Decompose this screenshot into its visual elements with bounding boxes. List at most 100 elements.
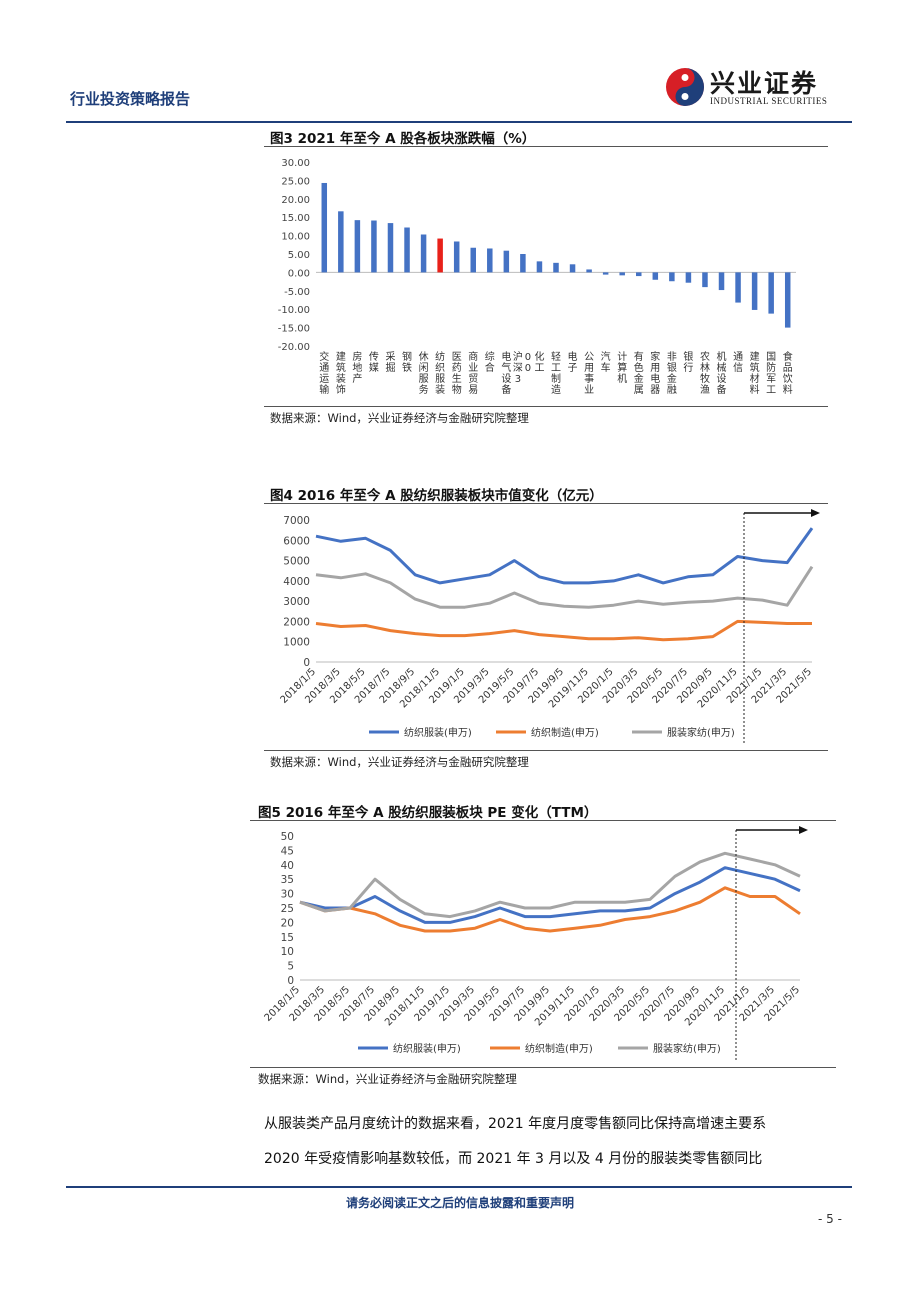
figure3-top-rule	[264, 146, 828, 147]
series-line-1	[315, 527, 814, 585]
figure4-source: 数据来源：Wind，兴业证券经济与金融研究院整理	[270, 755, 529, 769]
bar-17	[586, 269, 592, 273]
x-category-label: 食品饮料	[783, 350, 793, 396]
x-category-label: 电气设备	[501, 350, 511, 396]
figure5-line-chart: 504540353025201510502018/1/52018/3/52018…	[263, 826, 808, 1060]
period-arrow-head	[799, 826, 808, 834]
y-tick-label: 10.00	[281, 232, 310, 243]
bar-11	[487, 248, 493, 273]
y-tick-label: 25.00	[281, 176, 310, 187]
bar-10	[470, 247, 476, 273]
y-tick-label: 25	[281, 903, 294, 915]
x-category-label: 机械设备	[717, 350, 727, 396]
bar-28	[768, 272, 774, 314]
y-tick-label: 6000	[283, 535, 310, 547]
bar-22	[669, 272, 675, 282]
legend-label-3: 服装家纺(申万)	[667, 726, 735, 739]
x-category-label: 有色金属	[634, 350, 644, 396]
figure5-top-rule	[250, 820, 836, 821]
bar-7	[420, 234, 427, 273]
x-category-label: 采掘	[385, 351, 395, 374]
x-category-label: 汽车	[601, 350, 611, 374]
figure5-bottom-rule	[250, 1067, 836, 1068]
bar-26	[735, 272, 741, 303]
bar-1	[321, 182, 328, 273]
x-category-label: 房地产	[352, 350, 362, 385]
y-tick-label: 15	[281, 932, 294, 944]
series-line-2	[299, 886, 801, 933]
figure4-title: 图4 2016 年至今 A 股纺织服装板块市值变化（亿元）	[270, 488, 603, 504]
y-tick-label: 3000	[283, 596, 310, 608]
y-tick-label: 10	[281, 946, 294, 958]
x-category-label: 国防军工	[766, 351, 776, 396]
x-category-label: 建筑装饰	[336, 350, 346, 396]
y-tick-label: -10.00	[278, 305, 310, 316]
y-tick-label: 20	[281, 917, 294, 929]
x-category-label: 轻工制造	[551, 350, 561, 396]
bar-20	[636, 272, 642, 277]
x-category-label: 休闲服务	[419, 351, 429, 396]
y-tick-label: 30.00	[281, 158, 310, 169]
figure4-line-chart: 700060005000400030002000100002018/1/5201…	[279, 509, 820, 744]
bar-29	[784, 272, 791, 328]
bar-19	[619, 272, 625, 276]
footer-rule	[66, 1186, 852, 1188]
figure3-source: 数据来源：Wind，兴业证券经济与金融研究院整理	[270, 411, 529, 425]
x-category-label: 通信	[733, 351, 743, 374]
legend-label-3: 服装家纺(申万)	[653, 1042, 721, 1055]
x-category-label: 交通运输	[319, 350, 329, 396]
y-tick-label: -15.00	[278, 324, 310, 335]
x-category-label: 非银金融	[667, 351, 677, 396]
y-tick-label: 1000	[283, 637, 310, 649]
y-tick-label: 0	[303, 657, 310, 669]
figure3-bottom-rule	[264, 406, 828, 407]
figure5-source: 数据来源：Wind，兴业证券经济与金融研究院整理	[258, 1072, 517, 1086]
logo-cn-text: 兴业证券	[710, 69, 819, 98]
y-tick-label: 2000	[283, 616, 310, 628]
bar-27	[751, 272, 758, 310]
x-category-label: 纺织服装	[435, 350, 445, 396]
series-line-3	[315, 565, 814, 609]
y-tick-label: -20.00	[278, 342, 310, 353]
bar-6	[404, 227, 410, 273]
body-paragraph-line2: 2020 年受疫情影响基数较低，而 2021 年 3 月以及 4 月份的服装类零…	[264, 1151, 763, 1167]
bar-14	[536, 261, 543, 273]
bar-12	[503, 250, 510, 273]
figure3-title: 图3 2021 年至今 A 股各板块涨跌幅（%）	[270, 131, 536, 147]
bar-3	[354, 220, 361, 273]
y-tick-label: 15.00	[281, 213, 310, 224]
report-category: 行业投资策略报告	[70, 90, 191, 108]
x-category-label: 银行	[683, 350, 693, 374]
bar-18	[602, 272, 609, 275]
period-arrow-head	[811, 509, 820, 517]
x-category-label: 电子	[568, 350, 578, 374]
bar-16	[569, 264, 576, 273]
x-category-label: 钢铁	[402, 350, 412, 374]
bar-4	[371, 220, 377, 273]
y-tick-label: 0	[287, 975, 294, 987]
y-tick-label: 45	[281, 845, 294, 857]
series-line-1	[299, 866, 801, 924]
x-category-label: 沪深 3	[513, 350, 523, 385]
y-tick-label: 7000	[283, 515, 310, 527]
series-line-3	[299, 851, 801, 919]
y-tick-label: 40	[281, 860, 294, 872]
logo-icon	[666, 68, 704, 106]
y-tick-label: 5	[287, 961, 294, 973]
y-tick-label: 20.00	[281, 195, 310, 206]
x-category-label: 农林牧渔	[700, 350, 710, 396]
y-tick-label: 5000	[283, 556, 310, 568]
y-tick-label: -5.00	[284, 287, 310, 298]
bar-23	[685, 272, 692, 283]
y-tick-label: 30	[281, 889, 294, 901]
y-tick-label: 50	[281, 831, 294, 843]
bar-25	[718, 272, 725, 291]
header-rule	[66, 121, 852, 123]
logo-en-text: INDUSTRIAL SECURITIES	[710, 96, 828, 106]
bar-15	[553, 262, 559, 273]
x-category-label: 计算机	[617, 350, 627, 385]
bar-8	[437, 238, 443, 273]
x-category-label: 化工	[534, 350, 544, 374]
y-tick-label: 4000	[283, 576, 310, 588]
